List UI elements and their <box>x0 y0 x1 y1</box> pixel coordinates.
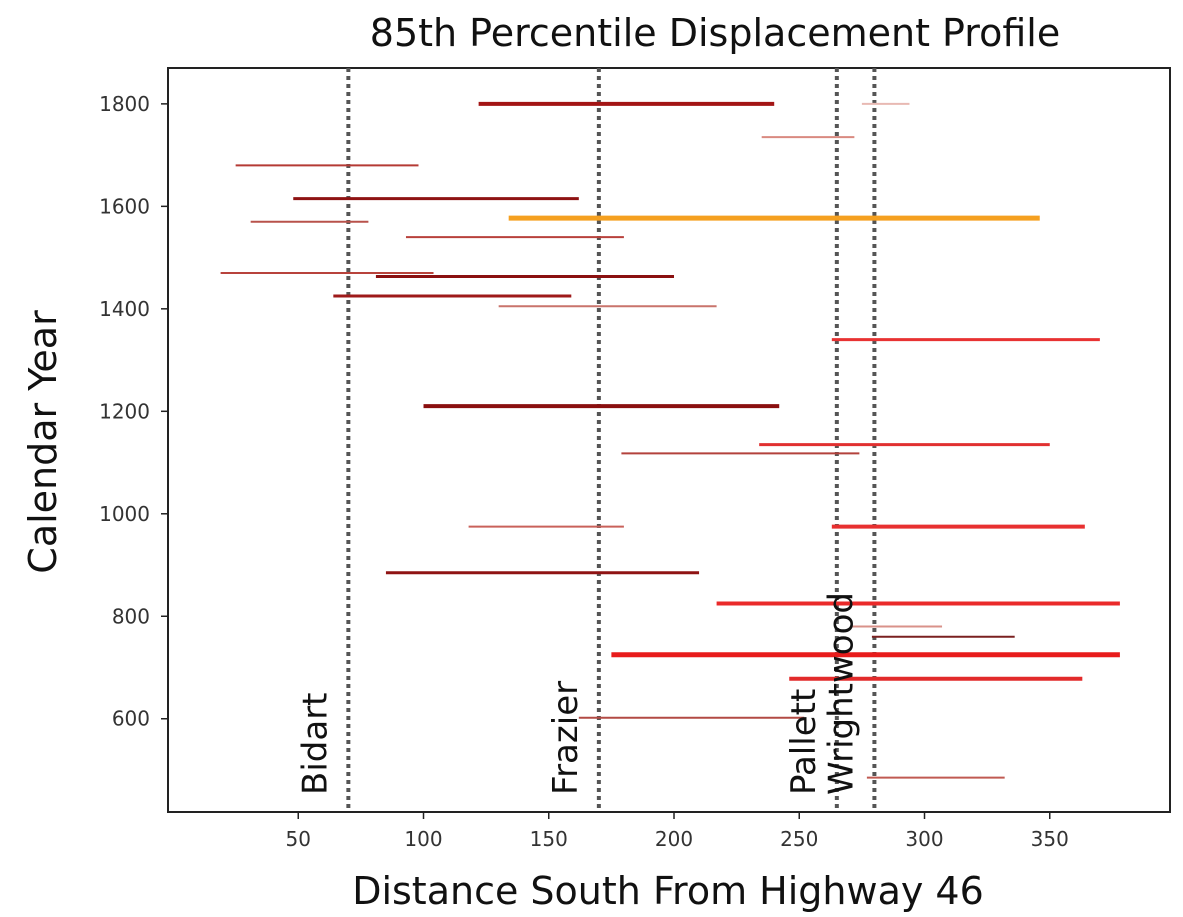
y-axis-ticks: 600 800 1000 1200 1400 1600 1800 <box>99 92 168 731</box>
site-label-bidart: Bidart <box>295 693 335 796</box>
x-tick-label: 300 <box>905 827 943 851</box>
y-tick-label: 600 <box>112 707 150 731</box>
y-tick-label: 1600 <box>99 194 150 218</box>
y-tick-label: 800 <box>112 604 150 628</box>
x-tick-label: 250 <box>780 827 818 851</box>
x-tick-label: 200 <box>655 827 693 851</box>
x-tick-label: 350 <box>1031 827 1069 851</box>
y-tick-label: 1400 <box>99 297 150 321</box>
segments <box>220 101 1120 779</box>
reference-lines <box>346 68 877 812</box>
y-tick-label: 1000 <box>99 502 150 526</box>
x-axis-label: Distance South From Highway 46 <box>352 869 984 913</box>
chart-title: 85th Percentile Displacement Profile <box>370 11 1060 55</box>
y-tick-label: 1200 <box>99 399 150 423</box>
x-tick-label: 50 <box>286 827 311 851</box>
x-axis-ticks: 50 100 150 200 250 300 350 <box>286 812 1069 851</box>
plot-frame <box>167 67 1171 813</box>
x-tick-label: 150 <box>530 827 568 851</box>
site-label-wrightwood: Wrightwood <box>821 592 861 795</box>
y-tick-label: 1800 <box>99 92 150 116</box>
site-label-pallett: Pallett <box>784 689 824 795</box>
site-label-frazier: Frazier <box>546 681 586 795</box>
y-axis-label: Calendar Year <box>21 310 65 574</box>
x-tick-label: 100 <box>404 827 442 851</box>
